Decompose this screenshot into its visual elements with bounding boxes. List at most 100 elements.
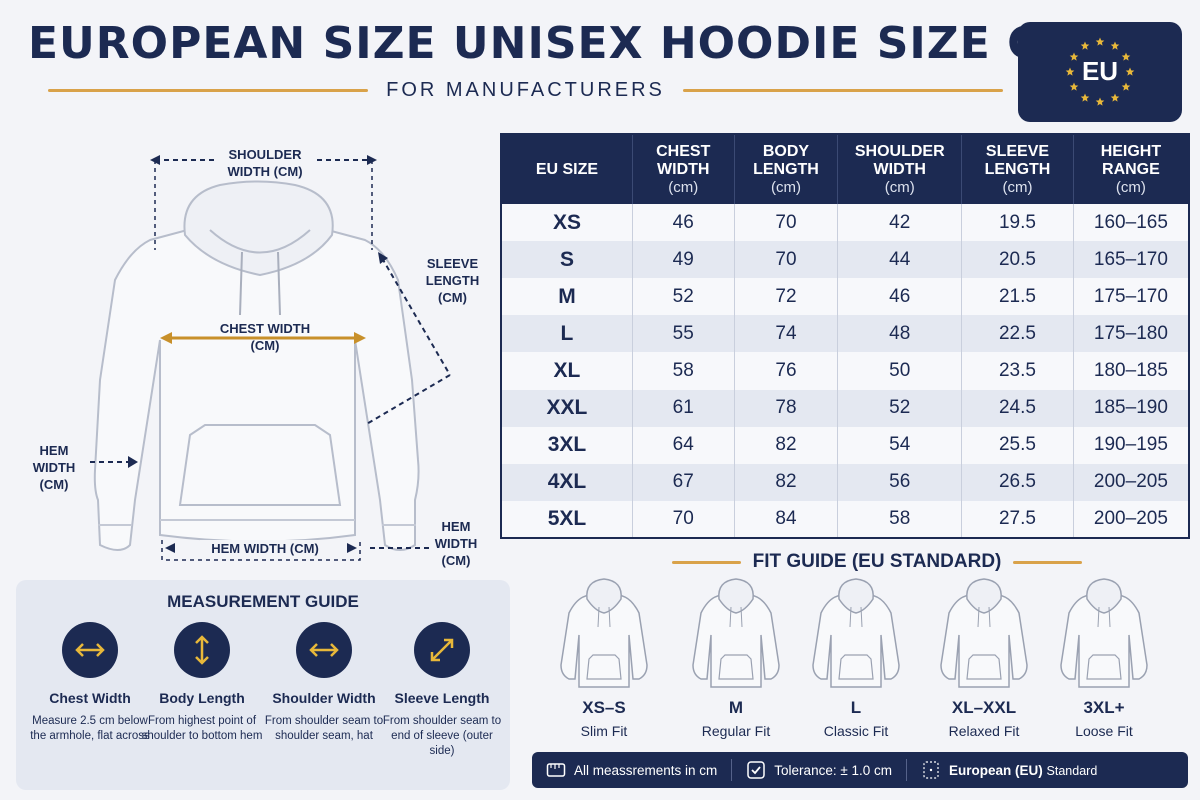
value-cell: 70 [734,204,839,242]
star-icon [1069,52,1079,61]
value-cell: 19.5 [961,204,1074,242]
value-cell: 44 [837,241,963,279]
table-row: L 55 74 48 22.5 175–180 [501,315,1190,353]
value-cell: 21.5 [961,278,1074,316]
eu-badge-text: EU [1081,56,1119,86]
fit-label: Loose Fit [1075,723,1133,739]
fit-item: XS–S Slim Fit [545,575,663,745]
value-cell: 175–180 [1073,315,1190,353]
hoodie-icon [812,578,900,688]
fit-guide-divider-right [1013,560,1082,564]
value-cell: 82 [734,463,839,501]
value-cell: 54 [837,426,963,464]
value-cell: 55 [632,315,735,353]
value-cell: 74 [734,315,839,353]
value-cell: 190–195 [1073,426,1190,464]
value-cell: 70 [632,500,735,538]
value-cell: 42 [837,204,963,242]
header-sleeve-length: SLEEVE LENGTH (cm) [961,134,1074,204]
eu-badge: EU [1018,22,1182,122]
table-row: 4XL 67 82 56 26.5 200–205 [501,463,1190,501]
page-title: EUROPEAN SIZE UNISEX HOODIE SIZE CHART [28,18,1178,69]
value-cell: 50 [837,352,963,390]
horizontal-arrow-icon [62,622,118,678]
value-cell: 175–170 [1073,278,1190,316]
guide-name: Body Length [159,690,245,706]
shoulder-width-label: SHOULDER WIDTH (CM) [215,146,315,180]
size-cell: XL [501,352,633,390]
guide-item-sleeve-length: Sleeve Length From shoulder seam to end … [380,622,504,759]
value-cell: 24.5 [961,389,1074,427]
footer-measurements: All meassrements in cm [532,752,731,788]
guide-desc: From shoulder seam to end of sleeve (out… [382,715,502,757]
fit-size: L [850,698,862,717]
value-cell: 23.5 [961,352,1074,390]
header-body-length: BODY LENGTH (cm) [734,134,839,204]
guide-desc: From highest point of shoulder to bottom… [141,715,263,742]
header-shoulder-width: SHOULDER WIDTH (cm) [837,134,963,204]
horizontal-arrow-icon [296,622,352,678]
star-icon [1095,37,1105,46]
hoodie-icon [560,578,648,688]
value-cell: 20.5 [961,241,1074,279]
star-icon [1069,82,1079,91]
value-cell: 49 [632,241,735,279]
hoodie-hood [183,180,334,277]
table-row: XS 46 70 42 19.5 160–165 [501,204,1190,242]
value-cell: 58 [632,352,735,390]
table-row: XL 58 76 50 23.5 180–185 [501,352,1190,390]
fit-label: Slim Fit [580,723,628,739]
footer-standard: European (EU) Standard [907,752,1111,788]
hoodie-icon [1060,578,1148,688]
value-cell: 160–165 [1073,204,1190,242]
size-cell: S [501,241,633,279]
diagonal-arrow-icon [414,622,470,678]
value-cell: 76 [734,352,839,390]
value-cell: 25.5 [961,426,1074,464]
chest-width-label: CHEST WIDTH (CM) [219,321,311,353]
star-icon [1110,41,1120,50]
value-cell: 27.5 [961,500,1074,538]
page-subtitle: FOR MANUFACTURERS [386,78,665,101]
hoodie-pocket [178,424,342,506]
star-icon [1110,93,1120,102]
value-cell: 58 [837,500,963,538]
header-chest-width: CHEST WIDTH (cm) [632,134,735,204]
value-cell: 52 [837,389,963,427]
value-cell: 84 [734,500,839,538]
value-cell: 82 [734,426,839,464]
table-row: M 52 72 46 21.5 175–170 [501,278,1190,316]
footer-standard-text: European (EU) Standard [949,762,1098,778]
fit-item: 3XL+ Loose Fit [1045,575,1163,745]
fit-size: 3XL+ [1083,698,1125,717]
fit-guide-title-row: FIT GUIDE (EU STANDARD) [672,550,1082,574]
eu-stars-icon [1065,37,1135,106]
value-cell: 67 [632,463,735,501]
star-icon [1065,67,1075,76]
size-cell: L [501,315,633,353]
size-cell: M [501,278,633,316]
guide-name: Chest Width [49,690,131,706]
value-cell: 26.5 [961,463,1074,501]
sleeve-length-label: SLEEVE LENGTH (CM) [425,256,480,305]
fit-guide-title: FIT GUIDE (EU STANDARD) [752,551,1002,572]
value-cell: 200–205 [1073,500,1190,538]
value-cell: 46 [632,204,735,242]
fit-item: XL–XXL Relaxed Fit [925,575,1043,745]
ruler-icon [546,760,566,780]
guide-name: Shoulder Width [272,690,376,706]
value-cell: 52 [632,278,735,316]
table-row: S 49 70 44 20.5 165–170 [501,241,1190,279]
checkbox-icon [746,760,766,780]
guide-desc: From shoulder seam to shoulder seam, hat [264,715,384,742]
footer-divider [731,759,733,781]
hoodie-icon [692,578,780,688]
fit-item: L Classic Fit [797,575,915,745]
size-chart-table: EU SIZE CHEST WIDTH (cm) BODY LENGTH (cm) … [500,133,1190,539]
measurement-guide: MEASUREMENT GUIDE Chest Width Measure 2.… [16,580,510,790]
fit-guide-row: XS–S Slim Fit M Regular Fit L Classic Fit XL–X… [545,575,1185,745]
header-eu-size: EU SIZE [501,134,633,204]
fit-size: XL–XXL [951,698,1017,717]
fit-size: M [728,698,744,717]
value-cell: 48 [837,315,963,353]
